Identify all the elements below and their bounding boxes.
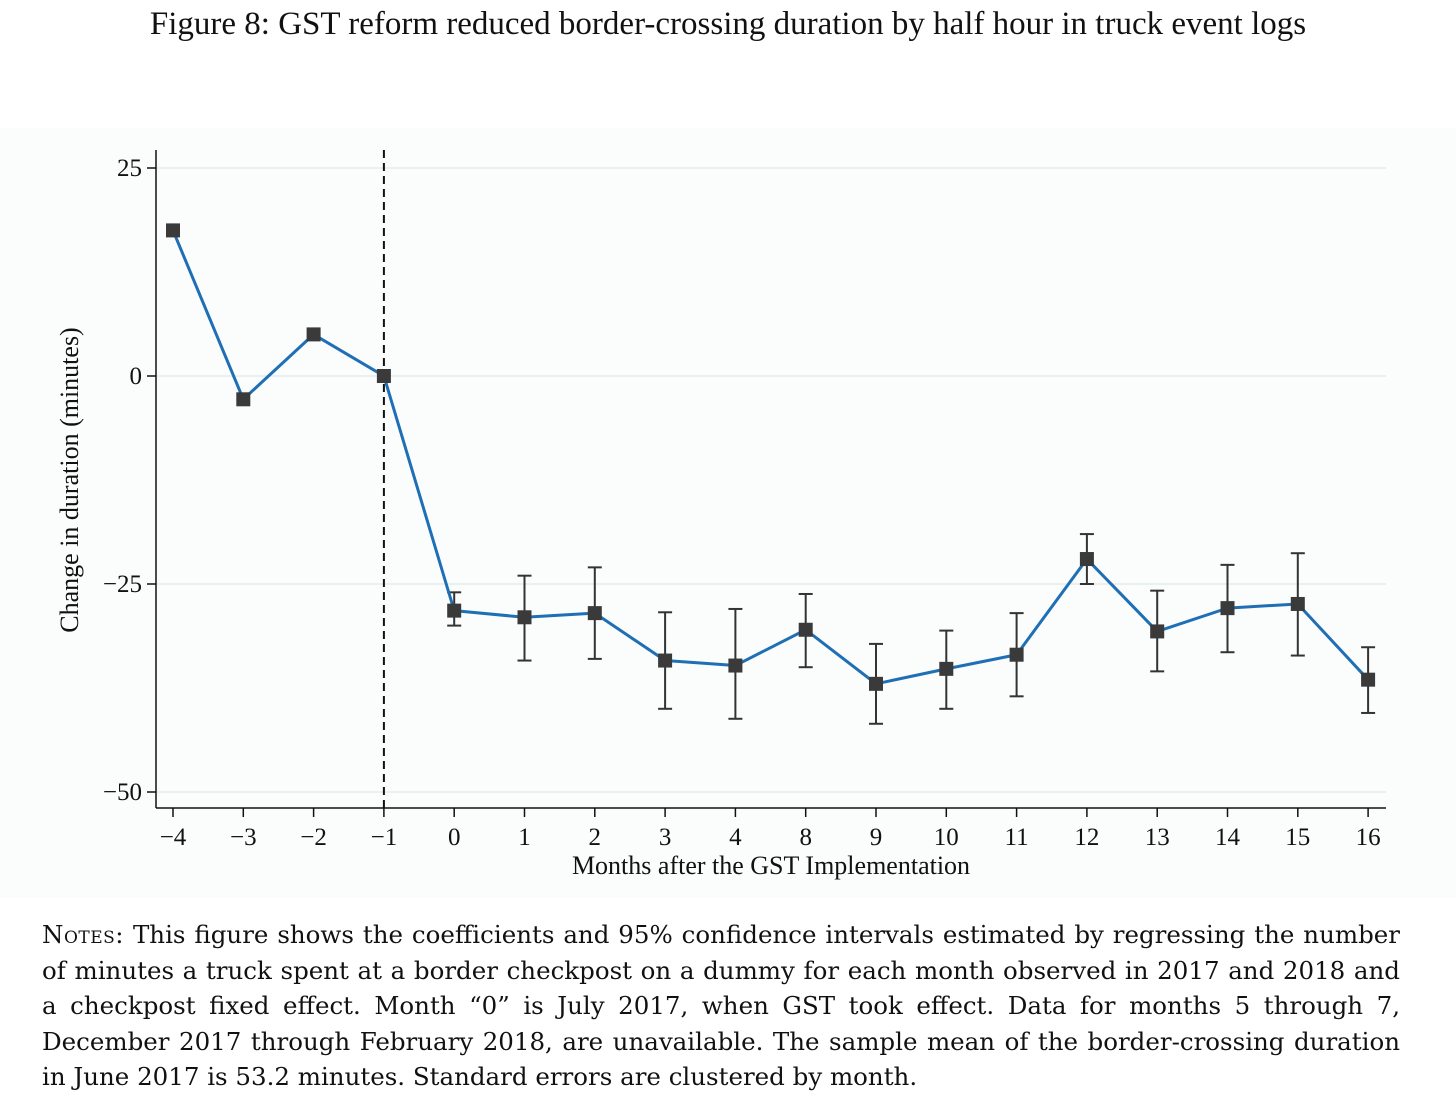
data-point [939,661,954,676]
data-point [236,392,251,407]
x-tick-label: −2 [300,824,327,851]
x-tick-label: −3 [230,824,257,851]
data-point [1220,601,1235,616]
x-tick-label: 10 [934,824,959,851]
y-tick-label: 25 [117,155,142,182]
x-tick-label: 2 [589,824,602,851]
data-point [587,606,602,621]
data-point [447,603,462,618]
y-tick-label: −25 [103,571,142,598]
data-point [376,369,391,383]
data-point [1150,624,1165,639]
x-tick-label: 8 [799,824,812,851]
grid-layer [156,167,1386,793]
data-point [1009,647,1024,662]
data-point [798,622,813,637]
x-tick-label: 14 [1215,824,1241,851]
data-point [166,223,180,238]
y-axis-label: Change in duration (minutes) [55,327,84,632]
x-tick-label: 4 [729,824,742,851]
x-tick-label: 15 [1285,824,1310,851]
plot-background [0,128,1456,898]
data-point [728,658,743,673]
notes-label: Notes: [42,920,125,949]
x-tick-label: −4 [160,824,187,851]
data-point [1079,552,1094,567]
notes-text: This figure shows the coefficients and 9… [42,920,1400,1091]
y-tick-label: −50 [103,779,142,806]
x-tick-label: 1 [518,824,531,851]
x-tick-label: 3 [659,824,672,851]
axis-layer: 250−25−50−4 −3 −2 −1 0 1 2 3 4 8 9 10 11 12 13 14 15 16 [103,150,1386,851]
x-tick-label: 13 [1145,824,1170,851]
data-point [1361,672,1376,687]
data-layer [166,150,1376,808]
x-tick-label: −1 [371,824,398,851]
figure-notes: Notes: This figure shows the coefficient… [42,917,1400,1095]
data-point [306,327,321,342]
x-tick-label: 16 [1356,824,1381,851]
data-point [1290,596,1305,611]
x-tick-label: 11 [1005,824,1029,851]
chart: 250−25−50−4 −3 −2 −1 0 1 2 3 4 8 9 10 11 12 13 14 15 16 M… [55,150,1386,880]
x-tick-label: 0 [448,824,461,851]
data-point [869,676,883,691]
x-tick-label: 12 [1074,824,1099,851]
data-point [658,653,673,668]
x-tick-label: 9 [870,824,883,851]
series-line [171,229,1370,686]
figure-title: Figure 8: GST reform reduced border-cros… [149,6,1307,42]
data-point [517,610,532,625]
x-axis-label: Months after the GST Implementation [572,851,970,880]
y-tick-label: 0 [130,363,143,390]
